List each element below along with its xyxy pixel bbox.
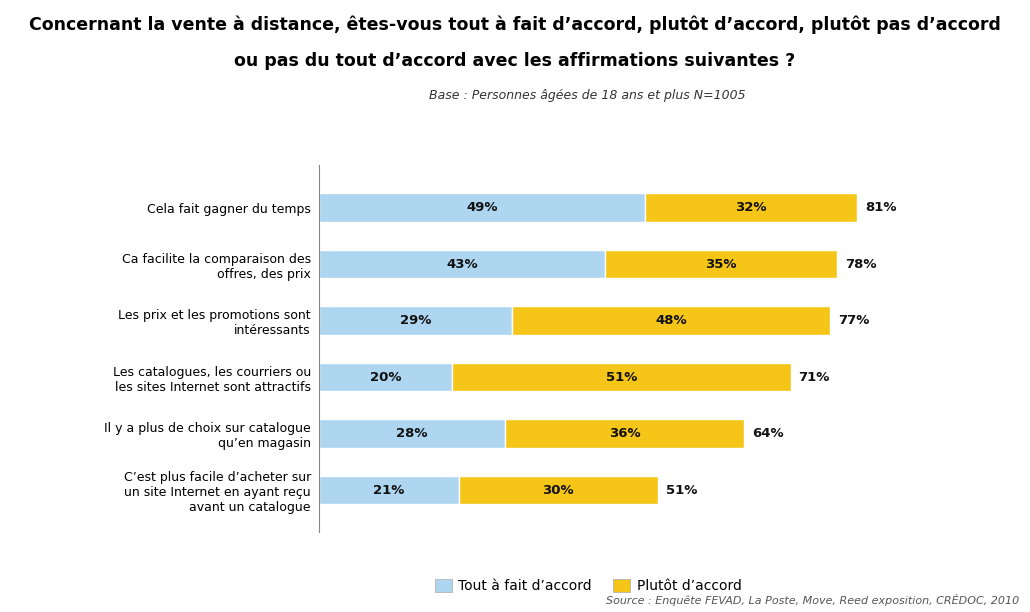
Text: 51%: 51% (665, 483, 697, 496)
Bar (605, 250, 837, 278)
Text: 20%: 20% (370, 371, 402, 384)
Bar (452, 363, 791, 391)
Text: 71%: 71% (798, 371, 830, 384)
Bar (319, 307, 512, 335)
Text: 81%: 81% (865, 201, 896, 214)
Text: 48%: 48% (655, 314, 687, 327)
Bar (319, 363, 452, 391)
Bar (645, 193, 857, 222)
Text: 43%: 43% (446, 258, 478, 271)
Bar (319, 419, 505, 448)
Text: 64%: 64% (752, 427, 784, 440)
Text: 32%: 32% (735, 201, 766, 214)
Text: ou pas du tout d’accord avec les affirmations suivantes ?: ou pas du tout d’accord avec les affirma… (235, 52, 795, 70)
Bar (319, 476, 458, 504)
Text: 78%: 78% (845, 258, 877, 271)
Bar (512, 307, 830, 335)
Text: 29%: 29% (400, 314, 432, 327)
Legend: Tout à fait d’accord, Plutôt d’accord: Tout à fait d’accord, Plutôt d’accord (430, 574, 747, 599)
Text: Source : Enquête FEVAD, La Poste, Move, Reed exposition, CRÉDOC, 2010: Source : Enquête FEVAD, La Poste, Move, … (607, 594, 1020, 606)
Text: 49%: 49% (467, 201, 497, 214)
Bar (319, 250, 605, 278)
Bar (505, 419, 744, 448)
Text: 51%: 51% (606, 371, 637, 384)
Bar (458, 476, 658, 504)
Text: 77%: 77% (838, 314, 869, 327)
Bar (319, 193, 645, 222)
Text: Base : Personnes âgées de 18 ans et plus N=1005: Base : Personnes âgées de 18 ans et plus… (428, 89, 746, 102)
Text: Concernant la vente à distance, êtes-vous tout à fait d’accord, plutôt d’accord,: Concernant la vente à distance, êtes-vou… (29, 15, 1001, 34)
Text: 35%: 35% (706, 258, 736, 271)
Text: 21%: 21% (373, 483, 405, 496)
Text: 36%: 36% (609, 427, 641, 440)
Text: 30%: 30% (543, 483, 574, 496)
Text: 28%: 28% (397, 427, 428, 440)
